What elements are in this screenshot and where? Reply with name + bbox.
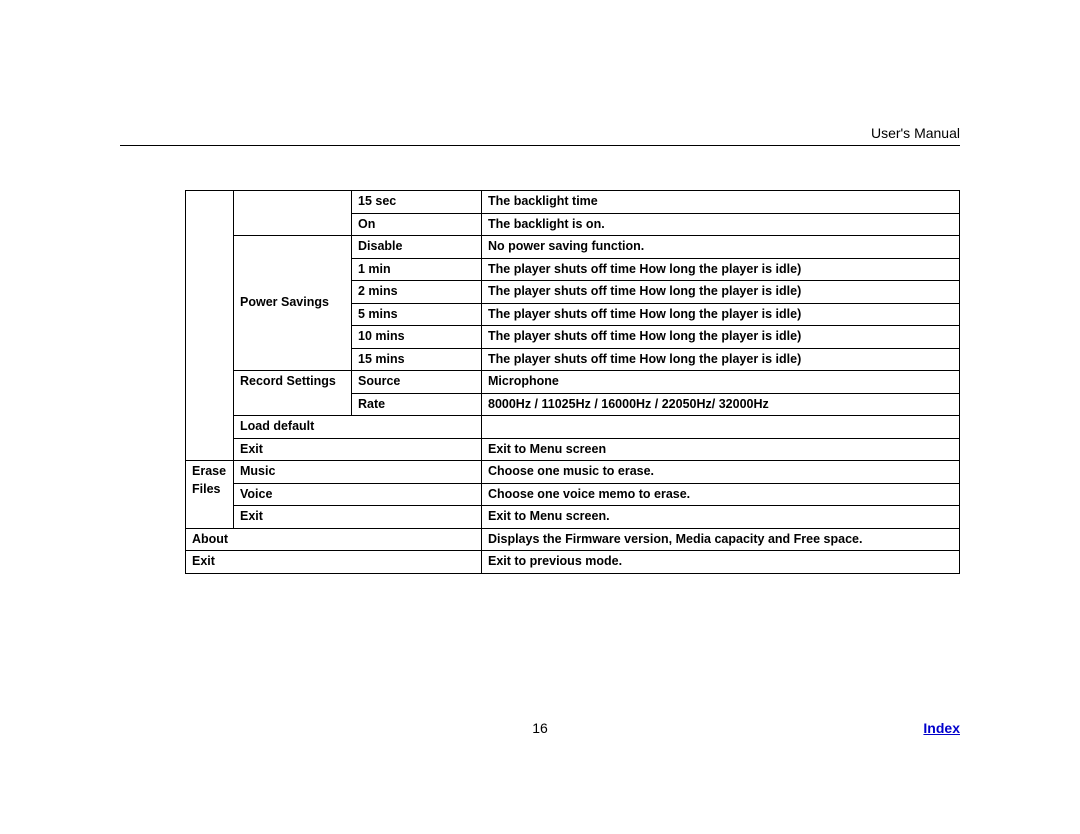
cell-category: Erase Files [186, 461, 234, 529]
table-row: ExitExit to Menu screen. [186, 506, 960, 529]
cell-category [186, 236, 234, 259]
table-row: VoiceChoose one voice memo to erase. [186, 483, 960, 506]
cell-category [186, 258, 234, 281]
cell-category: Exit [186, 551, 482, 574]
header-rule [120, 145, 960, 146]
cell-description: Exit to previous mode. [482, 551, 960, 574]
cell-option: 15 sec [352, 191, 482, 214]
cell-option: 1 min [352, 258, 482, 281]
cell-option: On [352, 213, 482, 236]
cell-description: The player shuts off time How long the p… [482, 348, 960, 371]
cell-option: Rate [352, 393, 482, 416]
cell-category [186, 213, 234, 236]
cell-category [186, 326, 234, 349]
cell-description: The player shuts off time How long the p… [482, 303, 960, 326]
cell-category [186, 191, 234, 214]
cell-description [482, 416, 960, 439]
settings-table: 15 secThe backlight timeOnThe backlight … [185, 190, 960, 574]
cell-option: Disable [352, 236, 482, 259]
page-number: 16 [0, 720, 1080, 736]
cell-subcategory [234, 191, 352, 214]
cell-category [186, 393, 234, 416]
settings-table-wrap: 15 secThe backlight timeOnThe backlight … [185, 190, 960, 574]
table-row: OnThe backlight is on. [186, 213, 960, 236]
cell-description: Exit to Menu screen. [482, 506, 960, 529]
page-container: User's Manual 15 secThe backlight timeOn… [0, 0, 1080, 834]
cell-subcategory: Music [234, 461, 482, 484]
cell-description: Microphone [482, 371, 960, 394]
cell-option: Source [352, 371, 482, 394]
cell-description: No power saving function. [482, 236, 960, 259]
cell-subcategory: Load default [234, 416, 482, 439]
cell-description: The backlight time [482, 191, 960, 214]
cell-category [186, 438, 234, 461]
cell-category [186, 281, 234, 304]
cell-subcategory: Voice [234, 483, 482, 506]
cell-subcategory [234, 213, 352, 236]
table-row: AboutDisplays the Firmware version, Medi… [186, 528, 960, 551]
cell-description: The player shuts off time How long the p… [482, 258, 960, 281]
header-title: User's Manual [871, 125, 960, 141]
table-row: ExitExit to Menu screen [186, 438, 960, 461]
cell-category [186, 348, 234, 371]
cell-description: Choose one voice memo to erase. [482, 483, 960, 506]
cell-category [186, 416, 234, 439]
cell-option: 2 mins [352, 281, 482, 304]
table-row: Record SettingsSourceMicrophone [186, 371, 960, 394]
cell-option: 10 mins [352, 326, 482, 349]
cell-subcategory: Power Savings [234, 236, 352, 371]
table-row: Power SavingsDisableNo power saving func… [186, 236, 960, 259]
cell-description: Exit to Menu screen [482, 438, 960, 461]
cell-option: 5 mins [352, 303, 482, 326]
cell-description: The backlight is on. [482, 213, 960, 236]
cell-description: The player shuts off time How long the p… [482, 281, 960, 304]
cell-subcategory: Record Settings [234, 371, 352, 416]
index-link[interactable]: Index [923, 720, 960, 736]
cell-description: Displays the Firmware version, Media cap… [482, 528, 960, 551]
cell-description: The player shuts off time How long the p… [482, 326, 960, 349]
cell-description: Choose one music to erase. [482, 461, 960, 484]
table-row: 15 secThe backlight time [186, 191, 960, 214]
cell-description: 8000Hz / 11025Hz / 16000Hz / 22050Hz/ 32… [482, 393, 960, 416]
table-row: Erase FilesMusicChoose one music to eras… [186, 461, 960, 484]
cell-category: About [186, 528, 482, 551]
cell-option: 15 mins [352, 348, 482, 371]
table-row: ExitExit to previous mode. [186, 551, 960, 574]
cell-category [186, 371, 234, 394]
cell-subcategory: Exit [234, 506, 482, 529]
cell-category [186, 303, 234, 326]
cell-subcategory: Exit [234, 438, 482, 461]
table-row: Load default [186, 416, 960, 439]
